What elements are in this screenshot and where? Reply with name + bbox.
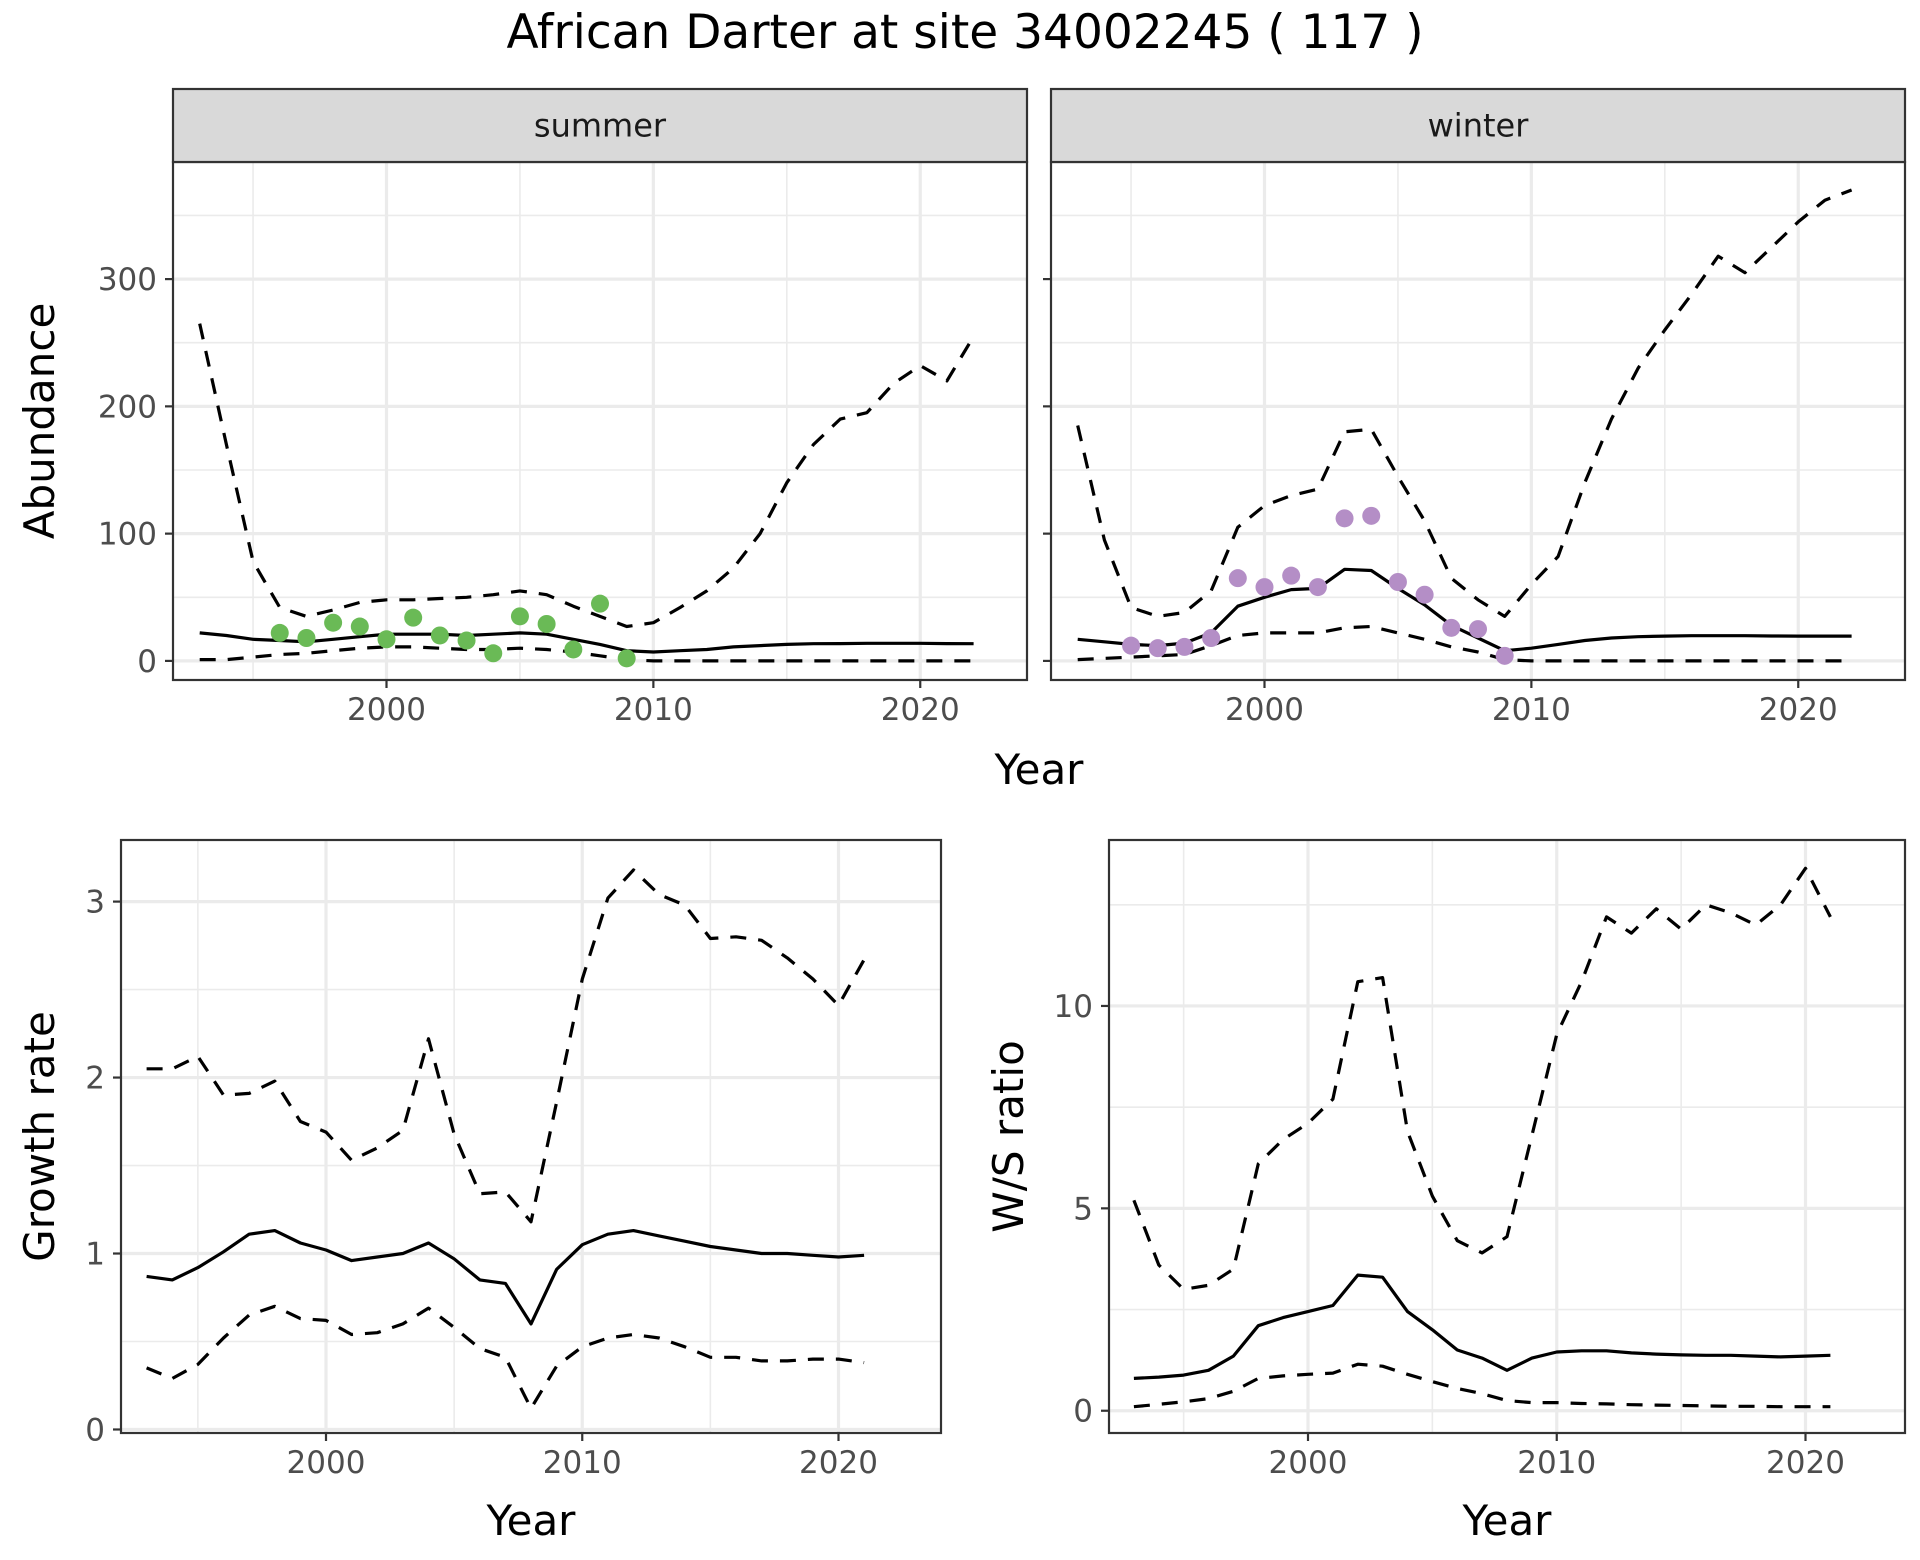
chart-title: African Darter at site 34002245 ( 117 ) bbox=[506, 5, 1423, 60]
data-point bbox=[1415, 585, 1434, 604]
data-point bbox=[324, 613, 343, 632]
data-point bbox=[1148, 639, 1167, 658]
panel-border bbox=[1107, 838, 1907, 1435]
data-point bbox=[591, 594, 609, 613]
facet-strip bbox=[1049, 87, 1907, 164]
x-tick-label: 2000 bbox=[287, 1445, 366, 1481]
y-axis-title: Growth rate bbox=[15, 1011, 64, 1262]
y-tick-label: 10 bbox=[1054, 989, 1093, 1025]
x-tick-label: 2000 bbox=[1269, 1445, 1348, 1481]
x-tick-label: 2020 bbox=[1759, 692, 1838, 728]
estimate-line bbox=[1077, 567, 1852, 653]
panel-summer: summer 2000 2010 2020 0 100 200 300 Abundance bbox=[15, 87, 1029, 728]
y-tick-label: 3 bbox=[85, 885, 105, 921]
estimate-line bbox=[146, 1229, 865, 1326]
data-point bbox=[1362, 506, 1381, 525]
data-point bbox=[1388, 573, 1407, 591]
lower-bound-line bbox=[1133, 1362, 1831, 1409]
estimate-line bbox=[1133, 1273, 1831, 1380]
estimate-line bbox=[199, 631, 974, 654]
y-tick-label: 2 bbox=[85, 1061, 105, 1097]
x-tick-label: 2010 bbox=[1517, 1445, 1596, 1481]
x-tick-label: 2020 bbox=[1766, 1445, 1845, 1481]
facet-label: winter bbox=[1428, 107, 1530, 145]
data-point bbox=[617, 649, 636, 668]
data-point bbox=[1175, 637, 1194, 656]
data-point bbox=[537, 615, 556, 633]
data-point bbox=[1228, 569, 1247, 588]
panel-ratio: 2000 2010 2020 0 5 10 W/S ratio bbox=[984, 838, 1907, 1481]
upper-bound-line bbox=[198, 323, 975, 629]
y-tick-label: 200 bbox=[98, 389, 157, 425]
data-point bbox=[297, 629, 316, 647]
panel-growth: 2000 2010 2020 0 1 2 3 Growth rate bbox=[15, 838, 943, 1481]
x-tick-label: 2000 bbox=[347, 692, 426, 728]
y-tick-label: 0 bbox=[85, 1412, 105, 1448]
panel-border bbox=[119, 838, 943, 1435]
data-point bbox=[510, 607, 529, 626]
data-point bbox=[430, 626, 449, 645]
data-point bbox=[1308, 578, 1327, 597]
upper-bound-line bbox=[146, 868, 866, 1224]
facet-label: summer bbox=[534, 107, 667, 145]
data-point bbox=[484, 644, 503, 663]
facet-strip bbox=[171, 87, 1029, 164]
data-point bbox=[377, 630, 396, 649]
data-point bbox=[1335, 509, 1354, 528]
y-tick-label: 100 bbox=[98, 517, 157, 553]
x-axis-title: Year bbox=[486, 1496, 577, 1545]
x-tick-label: 2010 bbox=[1492, 692, 1571, 728]
y-tick-label: 5 bbox=[1073, 1191, 1093, 1227]
x-axis-title: Year bbox=[1462, 1496, 1553, 1545]
data-point bbox=[350, 617, 369, 636]
upper-bound-line bbox=[1076, 188, 1853, 618]
lower-bound-line bbox=[1077, 624, 1852, 663]
x-tick-label: 2000 bbox=[1225, 692, 1304, 728]
data-point bbox=[1202, 629, 1221, 647]
lower-bound-line bbox=[199, 645, 974, 663]
x-tick-label: 2010 bbox=[614, 692, 693, 728]
lower-bound-line bbox=[145, 1304, 865, 1410]
y-tick-label: 0 bbox=[137, 644, 157, 680]
data-point bbox=[404, 608, 423, 627]
data-point bbox=[1495, 646, 1514, 665]
y-axis-title: W/S ratio bbox=[984, 1040, 1033, 1233]
data-point bbox=[1255, 578, 1274, 597]
data-point bbox=[564, 640, 583, 659]
x-tick-label: 2010 bbox=[543, 1445, 622, 1481]
data-point bbox=[270, 623, 289, 642]
y-axis-title: Abundance bbox=[15, 303, 64, 540]
y-tick-label: 300 bbox=[98, 262, 157, 298]
y-tick-label: 1 bbox=[85, 1237, 105, 1273]
x-tick-label: 2020 bbox=[881, 692, 960, 728]
panel-border bbox=[1049, 160, 1907, 682]
data-point bbox=[1469, 620, 1487, 639]
y-tick-label: 0 bbox=[1073, 1394, 1093, 1430]
data-point bbox=[457, 631, 476, 650]
panel-winter: winter 2000 2010 2020 bbox=[1043, 87, 1907, 728]
x-tick-label: 2020 bbox=[799, 1445, 878, 1481]
x-axis-title: Year bbox=[994, 745, 1085, 794]
data-point bbox=[1282, 566, 1301, 585]
data-point bbox=[1442, 618, 1461, 637]
upper-bound-line bbox=[1132, 866, 1832, 1291]
data-point bbox=[1122, 636, 1141, 655]
